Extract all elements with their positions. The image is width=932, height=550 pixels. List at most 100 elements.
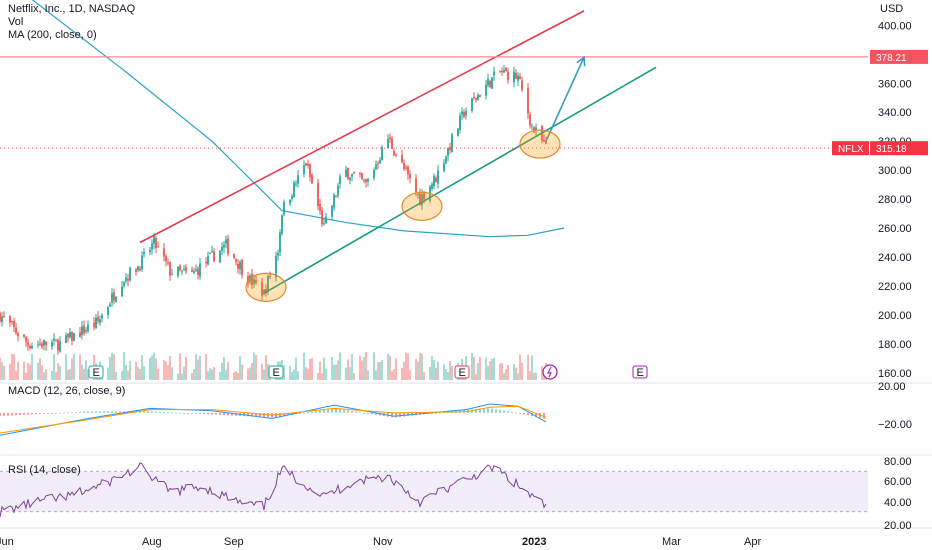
volume-bar [451,365,453,380]
volume-bar [347,359,349,380]
macd-histogram-bar [15,412,17,416]
volume-bar [249,367,251,380]
macd-histogram-bar [119,411,121,413]
rsi-legend[interactable]: RSI (14, close) [8,464,81,477]
macd-histogram-bar [191,412,193,414]
volume-bar [375,370,377,380]
macd-histogram-bar [351,411,353,413]
candle-body [363,180,365,182]
candle-body [347,168,349,179]
volume-bar [447,372,449,380]
earnings-marker-label: E [459,367,466,379]
candle-body [253,279,255,284]
candle-body [479,95,481,98]
macd-histogram-bar [199,412,201,414]
candle-body [513,71,515,83]
volume-bar [359,355,361,380]
upper-channel-line [139,10,585,244]
candle-body [535,127,537,131]
volume-bar [333,364,335,380]
macd-histogram-bar [483,408,485,413]
macd-histogram-bar [203,412,205,415]
candle-body [261,281,263,296]
volume-bar [365,352,367,380]
candle-body [289,199,291,204]
candle-body [99,319,101,323]
ma-legend[interactable]: MA (200, close, 0) [8,29,97,41]
candle-body [247,276,249,284]
earnings-marker-label: E [273,367,280,379]
volume-bar [379,362,381,380]
macd-histogram-bar [371,412,373,415]
macd-histogram-bar [319,410,321,413]
symbol-tag: NFLX [838,144,864,155]
volume-bar [13,354,15,380]
symbol-title[interactable]: Netflix, Inc., 1D, NASDAQ [8,3,136,15]
candle-body [213,251,215,262]
lower-channel-line [263,66,657,294]
macd-histogram-bar [179,412,181,414]
drawings-layer[interactable] [0,10,868,302]
volume-bar [529,371,531,380]
candle-body [185,267,187,271]
candle-body [107,307,109,315]
ma-200-path [31,0,565,238]
macd-tick: −20.00 [878,419,912,431]
candle-body [163,248,165,257]
candle-body [57,339,59,351]
volume-bar [111,352,113,380]
candle-body [461,111,463,115]
candle-body [183,269,185,271]
volume-bar [141,355,143,380]
macd-histogram-bar [399,412,401,417]
candle-body [251,273,253,286]
macd-legend[interactable]: MACD (12, 26, close, 9) [8,385,125,398]
macd-histogram-bar [535,412,537,417]
price-axis[interactable]: USD 160.00 180.00 200.00 220.00 240.00 260.00 2… [878,3,912,532]
macd-histogram-bar [251,412,253,417]
rsi-tick: 80.00 [884,456,912,468]
macd-histogram-bar [327,409,329,413]
symbol-tag-bg [832,141,869,156]
vol-label[interactable]: Vol [8,16,24,28]
macd-histogram-bar [435,412,437,414]
candle-body [339,176,341,184]
volume-bar [305,367,307,380]
price-tick: 360.00 [878,78,912,90]
candle-body [9,315,11,323]
volume-bar [255,354,257,380]
volume-bar [183,366,185,380]
time-axis[interactable]: Jun Aug Sep Nov 2023 Mar Apr [0,536,761,548]
candle-body [283,201,285,215]
volume-bar [53,354,55,380]
macd-histogram-bar [475,409,477,413]
candle-body [471,97,473,111]
candle-body [373,169,375,178]
macd-histogram-bar [111,411,113,413]
volume-bar [363,357,365,380]
candle-body [361,173,363,180]
candle-body [79,332,81,338]
volume-bar [207,371,209,380]
macd-histogram-bar [223,412,225,416]
volume-bar [87,369,89,380]
macd-histogram-bar [107,411,109,413]
candle-body [395,154,397,156]
volume-bar [479,357,481,380]
volume-bar [51,370,53,380]
volume-bar [45,369,47,380]
rsi-tick: 40.00 [884,497,912,509]
volume-bar [113,354,115,380]
touch-ellipse [401,191,443,221]
candle-body [263,289,265,295]
time-tick: Aug [142,536,162,548]
candle-body [149,249,151,252]
candle-body [27,342,29,346]
candle-body [349,177,351,180]
volume-bar [405,352,407,380]
candle-body [239,262,241,270]
macd-histogram-bar [99,411,101,413]
candle-body [505,67,507,72]
